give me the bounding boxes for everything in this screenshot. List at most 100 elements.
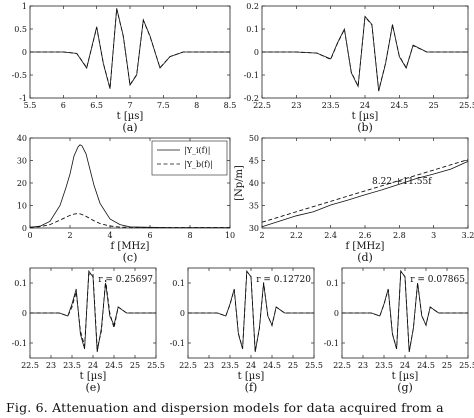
y-tick-label: 10 <box>17 202 27 211</box>
x-tick-label: 22.5 <box>333 361 351 370</box>
series-line-2 <box>30 273 156 350</box>
x-tick-label: 7 <box>127 101 132 110</box>
x-tick-label: 23 <box>358 361 368 370</box>
x-tick-label: 2 <box>67 231 72 240</box>
x-tick-label: 24.5 <box>263 361 281 370</box>
x-tick-label: 23 <box>46 361 56 370</box>
x-tick-label: 25 <box>130 361 140 370</box>
panel-label: (a) <box>122 121 137 134</box>
y-tick-label: 0.1 <box>246 25 259 34</box>
x-axis-label: t [µs] <box>238 371 265 382</box>
x-tick-label: 7.5 <box>157 101 170 110</box>
x-tick-label: 23 <box>291 101 301 110</box>
series-line-2 <box>29 213 230 229</box>
x-axis-label: t [µs] <box>352 111 379 122</box>
x-axis-label: f [MHz] <box>346 241 385 252</box>
y-tick-label: 0.2 <box>246 2 259 11</box>
x-tick-label: 24 <box>88 361 98 370</box>
x-tick-label: 2.8 <box>393 231 406 240</box>
x-axis-label: f [MHz] <box>111 241 150 252</box>
x-axis-label: t [µs] <box>117 111 144 122</box>
x-tick-label: 24.5 <box>417 361 435 370</box>
y-tick-label: 0.1 <box>172 279 185 288</box>
y-tick-label: 40 <box>249 179 259 188</box>
x-tick-label: 24.5 <box>390 101 408 110</box>
panel-label: (f) <box>245 381 258 394</box>
y-tick-label: 35 <box>249 202 259 211</box>
y-tick-label: 0 <box>22 309 27 318</box>
x-tick-label: 0 <box>27 231 32 240</box>
x-axis-label: t [µs] <box>80 371 107 382</box>
panel-a: 5.5 6 6.5 7 7.5 8 8.5 -1 -0.5 0 0.5 1 t [µs](a) <box>12 2 237 134</box>
panel-f: 22.5 23 23.5 24 24.5 25 25.5 -0.1 0 0.1 t [µs](f) r… <box>170 267 323 394</box>
y-tick-label: 1 <box>22 2 27 11</box>
x-tick-label: 6 <box>147 231 152 240</box>
panel-label: (d) <box>357 251 373 264</box>
series-line-2 <box>188 270 314 352</box>
panel-g: 22.5 23 23.5 24 24.5 25 25.5 -0.1 0 0.1 t [µs](g) r… <box>324 267 474 394</box>
x-tick-label: 6 <box>61 101 66 110</box>
series-line-2 <box>261 159 469 223</box>
x-tick-label: 25 <box>288 361 298 370</box>
y-tick-label: -0.2 <box>244 94 259 103</box>
y-tick-label: 40 <box>17 134 27 143</box>
y-tick-label: 20 <box>17 179 27 188</box>
x-tick-label: 22.5 <box>21 361 39 370</box>
y-tick-label: 0.1 <box>14 279 27 288</box>
panel-label: (e) <box>85 381 100 394</box>
x-tick-label: 2.4 <box>324 231 337 240</box>
x-tick-label: 25 <box>429 101 439 110</box>
y-tick-label: 30 <box>17 157 27 166</box>
x-tick-label: 8 <box>187 231 192 240</box>
annotation-text: r = 0.25697 <box>98 275 153 285</box>
series-line-2 <box>30 8 230 89</box>
legend-box <box>151 140 228 176</box>
x-tick-label: 24 <box>360 101 370 110</box>
series-line-1 <box>29 144 230 229</box>
annotation-text: 8.22 +11.55f <box>372 177 432 187</box>
y-tick-label: 30 <box>249 224 259 233</box>
legend-entry: |Y_i(f)| <box>184 146 210 155</box>
panel-c: 0 2 4 6 8 10 0 10 20 30 40 f [MHz](c) |Y_i(f)| |Y_b(f… <box>17 134 235 264</box>
y-tick-label: 45 <box>249 157 259 166</box>
series-line-2 <box>262 15 468 91</box>
x-tick-label: 2.6 <box>359 231 372 240</box>
legend-entry: |Y_b(f)| <box>184 160 213 169</box>
x-tick-label: 23.5 <box>221 361 239 370</box>
y-tick-label: 0 <box>180 309 185 318</box>
y-tick-label: -1 <box>19 94 27 103</box>
panel-label: (c) <box>123 251 138 264</box>
x-tick-label: 25.5 <box>459 101 474 110</box>
x-tick-label: 3.2 <box>462 231 474 240</box>
x-tick-label: 2 <box>259 231 264 240</box>
panel-label: (b) <box>357 121 373 134</box>
x-tick-label: 6.5 <box>90 101 103 110</box>
x-tick-label: 3 <box>431 231 436 240</box>
series-line-1 <box>262 15 468 92</box>
panel-d: 2 2.2 2.4 2.6 2.8 3 3.2 30 35 40 45 50 f [MHz](d) [Np… <box>234 134 474 264</box>
x-tick-label: 24 <box>400 361 410 370</box>
x-tick-label: 24 <box>246 361 256 370</box>
y-tick-label: 0 <box>22 224 27 233</box>
y-tick-label: 0 <box>334 309 339 318</box>
x-tick-label: 23 <box>204 361 214 370</box>
x-tick-label: 23.5 <box>375 361 393 370</box>
series-line-1 <box>261 161 469 228</box>
y-axis-label: [Np/m] <box>234 165 245 201</box>
y-tick-label: -0.1 <box>244 71 259 80</box>
annotation-text: r = 0.12720 <box>256 275 311 285</box>
x-tick-label: 25.5 <box>147 361 165 370</box>
x-tick-label: 8 <box>194 101 199 110</box>
x-tick-label: 10 <box>225 231 235 240</box>
y-tick-label: 50 <box>249 134 259 143</box>
y-tick-label: -0.5 <box>12 71 27 80</box>
annotation-text: r = 0.07865 <box>410 275 465 285</box>
x-tick-label: 8.5 <box>224 101 237 110</box>
y-tick-label: -0.1 <box>324 339 339 348</box>
x-tick-label: 22.5 <box>179 361 197 370</box>
x-tick-label: 25.5 <box>459 361 474 370</box>
x-tick-label: 22.5 <box>253 101 271 110</box>
y-tick-label: 0 <box>22 48 27 57</box>
panel-e: 22.5 23 23.5 24 24.5 25 25.5 -0.1 0 0.1 t [µs](e) r… <box>12 267 165 394</box>
